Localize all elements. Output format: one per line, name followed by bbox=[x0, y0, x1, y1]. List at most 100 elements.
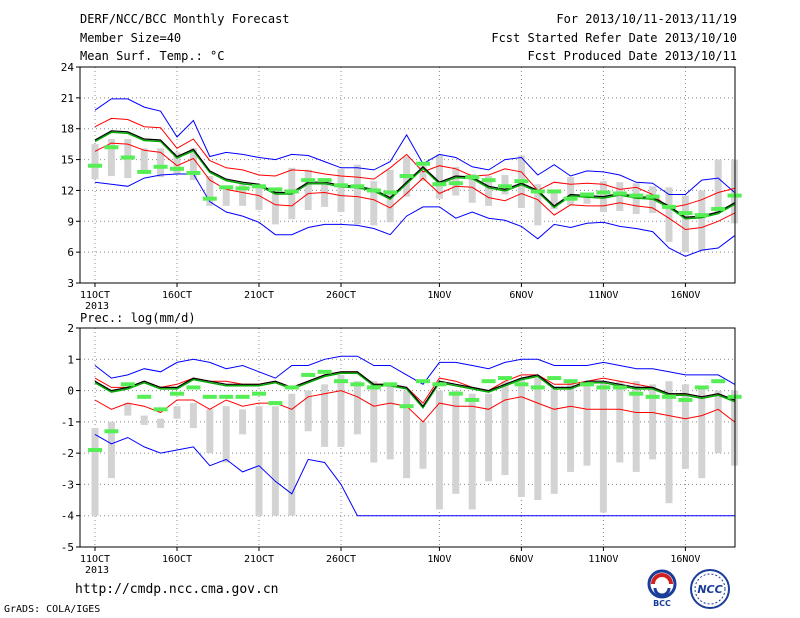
temp-max-line bbox=[94, 98, 735, 195]
prec-lower-line bbox=[94, 390, 735, 423]
temp-x-tick-label: 11NOV bbox=[588, 290, 618, 301]
temp-y-tick-label: 12 bbox=[61, 184, 74, 197]
temp-observed-mark bbox=[235, 186, 250, 191]
prec-observed-mark bbox=[416, 379, 430, 384]
prec-observed-mark bbox=[629, 391, 644, 396]
temp-observed-mark bbox=[104, 145, 119, 150]
prec-spread-bar bbox=[353, 381, 361, 435]
temp-observed-mark bbox=[317, 178, 332, 183]
temp-observed-mark bbox=[498, 184, 512, 189]
temp-spread-bar bbox=[337, 168, 345, 213]
prec-spread-bar bbox=[567, 381, 575, 472]
temp-observed-mark bbox=[252, 184, 266, 189]
prec-observed-mark bbox=[186, 385, 201, 390]
temp-spread-bar bbox=[386, 169, 394, 223]
temp-observed-mark bbox=[711, 206, 726, 211]
temp-spread-bar bbox=[485, 176, 493, 206]
temp-observed-mark bbox=[399, 174, 414, 179]
prec-plot-frame bbox=[79, 327, 736, 548]
prec-spread-bar bbox=[534, 378, 542, 501]
temp-observed-mark bbox=[465, 175, 480, 180]
temp-x-tick-label: 16NOV bbox=[670, 290, 700, 301]
forecast-period: For 2013/10/11-2013/11/19 bbox=[556, 12, 737, 26]
temp-observed-mark bbox=[350, 184, 365, 189]
prec-spread-bar bbox=[255, 406, 263, 516]
prec-mean-shadow-line bbox=[94, 372, 735, 409]
temp-spread-bar bbox=[714, 159, 722, 213]
prec-observed-mark bbox=[711, 379, 726, 384]
temp-panel-title: Mean Surf. Temp.: °C bbox=[80, 49, 225, 63]
prec-observed-mark bbox=[694, 385, 709, 390]
prec-x-tick-label: 21OCT bbox=[244, 554, 274, 565]
temp-observed-mark bbox=[678, 211, 693, 216]
prec-mean-line bbox=[94, 371, 735, 408]
prec-y-tick-label: -2 bbox=[61, 447, 74, 460]
temp-observed-mark bbox=[301, 178, 316, 183]
prec-spread-bar bbox=[599, 381, 607, 513]
prec-observed-mark bbox=[448, 391, 463, 396]
temp-spread-bar bbox=[271, 190, 279, 225]
temp-y-tick-label: 3 bbox=[67, 277, 74, 290]
temp-spread-bar bbox=[321, 181, 329, 207]
prec-observed-mark bbox=[104, 429, 119, 434]
temp-spread-bar bbox=[534, 184, 542, 226]
prec-spread-bar bbox=[698, 387, 706, 479]
prec-y-tick-label: -1 bbox=[61, 416, 74, 429]
prec-spread-bar bbox=[321, 384, 329, 447]
prec-spread-bar bbox=[189, 403, 197, 429]
temp-x-tick-label: 6NOV bbox=[509, 290, 533, 301]
prec-observed-mark bbox=[202, 394, 217, 399]
prec-x-tick-label: 11NOV bbox=[588, 554, 618, 565]
prec-observed-mark bbox=[366, 385, 381, 390]
prec-spread-bar bbox=[337, 374, 345, 447]
member-size-label: Member Size=40 bbox=[80, 31, 182, 45]
temp-spread-bar bbox=[698, 190, 706, 252]
prec-observed-mark bbox=[317, 369, 332, 374]
temp-y-tick-label: 6 bbox=[67, 246, 74, 259]
temp-observed-mark bbox=[366, 188, 381, 193]
temp-upper-line bbox=[94, 117, 735, 209]
prec-observed-mark bbox=[153, 407, 168, 412]
prec-observed-mark bbox=[383, 382, 398, 387]
prec-observed-mark bbox=[350, 382, 365, 387]
temp-observed-mark bbox=[612, 191, 627, 196]
temp-observed-mark bbox=[284, 189, 299, 194]
temp-observed-mark bbox=[137, 169, 152, 174]
prec-observed-mark bbox=[596, 385, 611, 390]
prec-observed-mark bbox=[547, 376, 562, 381]
prec-observed-mark bbox=[399, 404, 414, 409]
temp-x-tick-label: 2013 bbox=[85, 301, 109, 312]
temp-spread-bar bbox=[140, 148, 148, 174]
prec-panel-title: Prec.: log(mm/d) bbox=[80, 311, 196, 325]
temp-observed-mark bbox=[153, 164, 168, 169]
prec-x-tick-label: 11OCT bbox=[80, 554, 110, 565]
temp-mean-line bbox=[94, 130, 735, 218]
temp-spread-bar bbox=[567, 177, 575, 205]
prec-spread-bar bbox=[288, 393, 296, 516]
temp-spread-bar bbox=[91, 144, 99, 180]
prec-observed-mark bbox=[678, 397, 693, 402]
prec-observed-mark bbox=[268, 401, 283, 406]
bcc-logo-text: BCC bbox=[653, 599, 671, 608]
temp-observed-mark bbox=[530, 189, 545, 194]
prec-spread-bar bbox=[157, 418, 165, 429]
prec-x-tick-label: 16OCT bbox=[162, 554, 192, 565]
prec-observed-mark bbox=[432, 382, 447, 387]
temp-spread-bar bbox=[173, 152, 181, 174]
fcst-started-date: Fcst Started Refer Date 2013/10/10 bbox=[491, 31, 737, 45]
temp-y-tick-label: 21 bbox=[61, 92, 74, 105]
prec-observed-mark bbox=[612, 385, 627, 390]
temp-lower-line bbox=[94, 142, 735, 231]
prec-spread-bar bbox=[91, 428, 99, 516]
temp-observed-mark bbox=[88, 163, 102, 168]
temp-observed-mark bbox=[629, 193, 644, 198]
temp-observed-mark bbox=[186, 170, 201, 175]
temp-x-tick-label: 26OCT bbox=[326, 290, 356, 301]
temp-min-line bbox=[94, 173, 735, 257]
prec-observed-mark bbox=[235, 394, 250, 399]
grads-credit: GrADS: COLA/IGES bbox=[4, 604, 101, 615]
prec-spread-bar bbox=[468, 393, 476, 510]
prec-x-tick-label: 6NOV bbox=[509, 554, 533, 565]
prec-spread-bar bbox=[714, 390, 722, 454]
prec-spread-bar bbox=[107, 421, 115, 479]
